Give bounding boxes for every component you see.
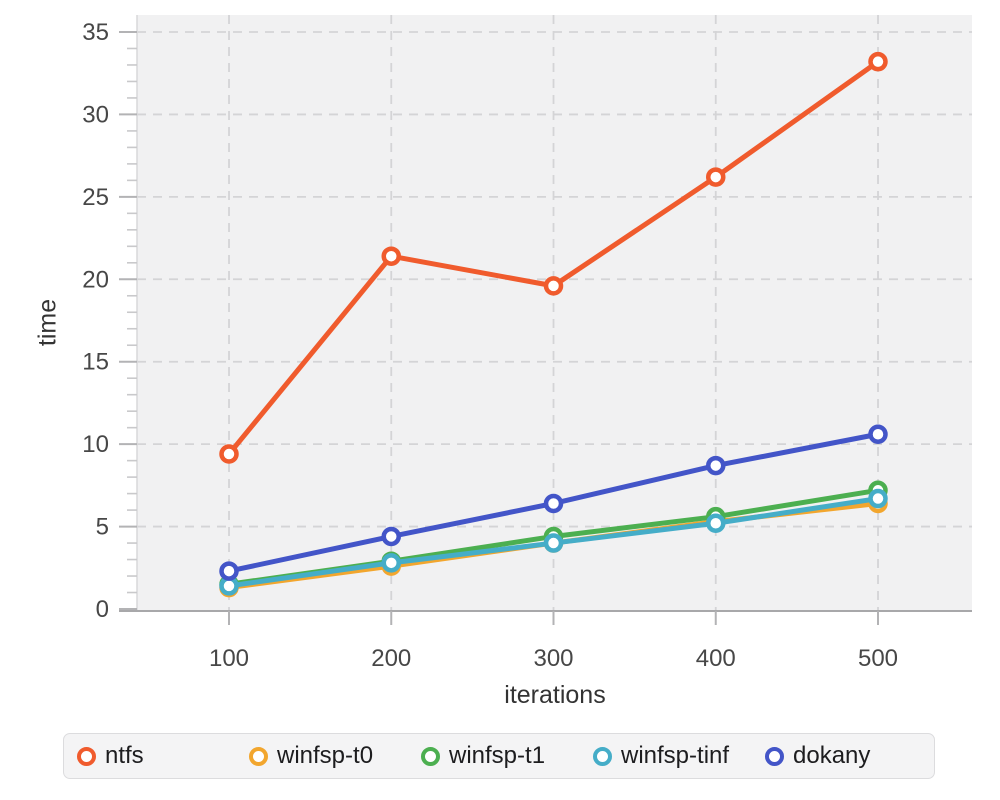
ntfs-series-marker-icon — [77, 746, 96, 766]
series-point-winfsp-tinf-500 — [868, 488, 888, 509]
winfsp-t1-series-marker-icon — [421, 746, 440, 766]
series-point-ntfs-100 — [219, 444, 239, 464]
x-tick-label: 400 — [696, 645, 736, 672]
dokany-series-marker-icon — [765, 746, 784, 766]
legend-item-winfsp-tinf[interactable]: winfsp-tinf — [593, 742, 765, 770]
winfsp-t0-series-marker-icon — [249, 746, 268, 766]
x-tick-label: 100 — [209, 645, 249, 672]
series-point-ntfs-400 — [706, 167, 726, 187]
y-tick-label: 0 — [96, 596, 109, 623]
legend-item-dokany[interactable]: dokany — [765, 742, 870, 770]
series-point-dokany-300 — [543, 493, 564, 514]
series-point-dokany-100 — [219, 561, 239, 581]
x-tick-label: 200 — [371, 645, 411, 672]
y-axis-title: time — [33, 298, 62, 347]
legend-item-ntfs[interactable]: ntfs — [77, 742, 249, 770]
series-point-ntfs-200 — [381, 246, 401, 266]
y-tick-label: 35 — [82, 19, 109, 46]
series-point-dokany-200 — [381, 526, 401, 547]
y-tick-label: 30 — [82, 101, 109, 128]
y-tick-label: 20 — [82, 266, 109, 293]
legend-item-winfsp-t0[interactable]: winfsp-t0 — [249, 742, 421, 770]
legend-label-winfsp-t1: winfsp-t1 — [449, 742, 546, 769]
x-tick-label: 300 — [533, 645, 573, 672]
y-tick-label: 25 — [82, 184, 109, 211]
series-point-winfsp-tinf-400 — [706, 513, 726, 534]
y-tick-label: 15 — [82, 349, 109, 376]
legend-label-dokany: dokany — [793, 742, 871, 769]
series-point-winfsp-tinf-300 — [543, 533, 564, 553]
y-tick-label: 10 — [82, 431, 109, 458]
series-point-dokany-400 — [706, 455, 726, 476]
legend-item-winfsp-t1[interactable]: winfsp-t1 — [421, 742, 593, 770]
x-axis-title: iterations — [504, 681, 606, 709]
x-tick-label: 500 — [858, 645, 898, 672]
series-point-ntfs-300 — [543, 276, 564, 296]
series-point-winfsp-tinf-200 — [381, 553, 401, 573]
legend-label-winfsp-tinf: winfsp-tinf — [621, 742, 730, 769]
winfsp-tinf-series-marker-icon — [593, 746, 612, 766]
series-point-ntfs-500 — [868, 51, 888, 72]
plot-area — [137, 15, 972, 611]
legend-label-ntfs: ntfs — [105, 742, 144, 769]
line-chart-plot: 0 5 10 15 20 25 30 35 100 200 300 400 500 — [82, 15, 972, 672]
series-point-dokany-500 — [868, 424, 888, 445]
legend: ntfs winfsp-t0 winfsp-t1 winfsp-tinf dok… — [63, 733, 935, 779]
y-tick-label: 5 — [96, 514, 109, 541]
legend-label-winfsp-t0: winfsp-t0 — [277, 742, 374, 769]
